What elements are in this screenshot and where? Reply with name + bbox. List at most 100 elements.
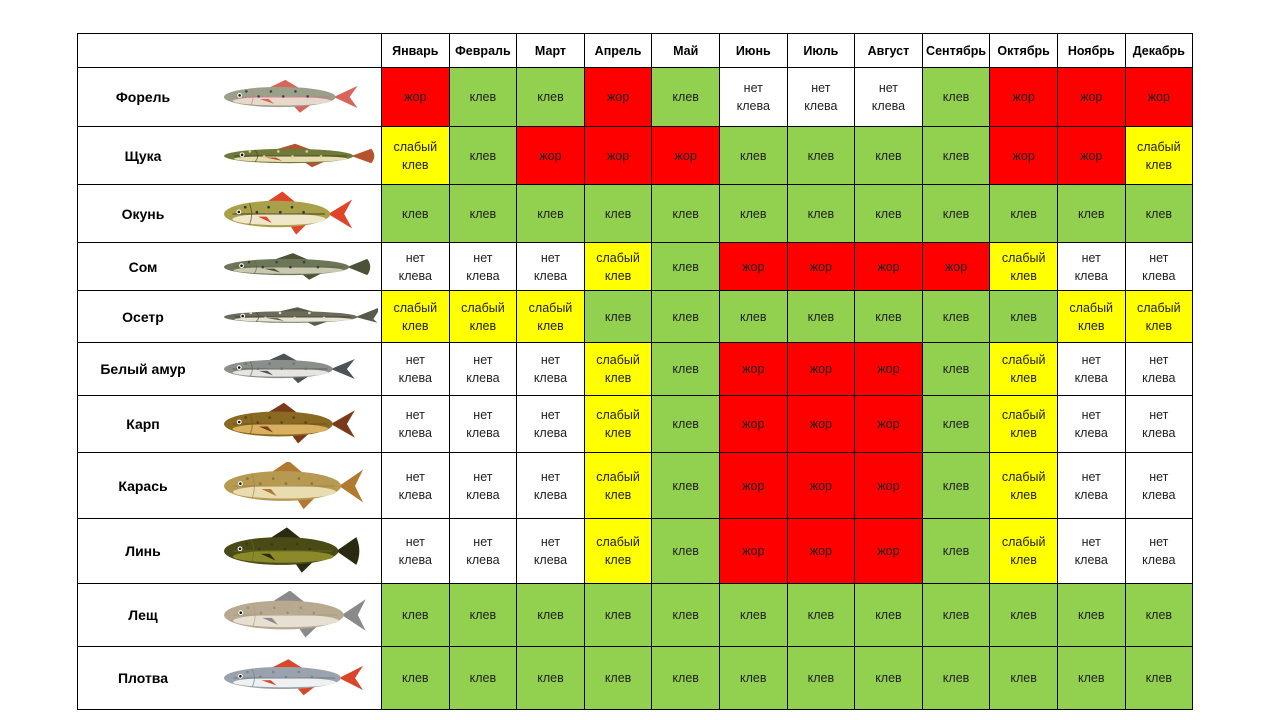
status-cell-weak: слабый клев bbox=[989, 518, 1058, 584]
status-label: слабый клев bbox=[393, 139, 438, 172]
status-label: слабый клев bbox=[1001, 353, 1046, 385]
sturgeon-icon bbox=[212, 293, 378, 341]
status-label: жор bbox=[809, 417, 832, 431]
status-label: нет клева bbox=[533, 353, 568, 385]
status-cell-none: нет клева bbox=[448, 342, 518, 396]
status-label: нет клева bbox=[466, 535, 500, 567]
status-label: жор bbox=[1012, 90, 1035, 104]
fish-cell: Белый амур bbox=[77, 342, 382, 396]
grass-carp-icon bbox=[212, 345, 378, 393]
status-label: жор bbox=[404, 90, 427, 104]
status-label: клев bbox=[875, 309, 902, 324]
month-header: Май bbox=[651, 33, 720, 68]
status-label: нет клева bbox=[533, 535, 568, 567]
status-label: клев bbox=[1077, 671, 1105, 685]
status-label: слабый клев bbox=[528, 300, 573, 333]
fish-name: Карп bbox=[126, 416, 160, 432]
status-cell-bite: клев bbox=[786, 126, 856, 185]
status-cell-bite: клев bbox=[786, 290, 856, 343]
status-label: жор bbox=[809, 259, 832, 274]
corner-cell bbox=[77, 33, 382, 68]
status-label: клев bbox=[1077, 206, 1105, 221]
catfish-icon bbox=[212, 243, 378, 291]
month-header: Апрель bbox=[583, 33, 653, 68]
status-label: клев bbox=[1145, 608, 1173, 622]
status-label: слабый клев bbox=[596, 250, 640, 283]
table-row: Щука слабый клев клев жор жор жор клев клев кле… bbox=[77, 126, 1194, 185]
status-cell-bite: клев bbox=[1056, 184, 1126, 243]
status-label: жор bbox=[809, 544, 832, 558]
status-cell-weak: слабый клев bbox=[1056, 290, 1126, 343]
status-cell-bite: клев bbox=[989, 646, 1058, 710]
status-cell-none: нет клева bbox=[1124, 395, 1194, 453]
month-header: Декабрь bbox=[1124, 33, 1194, 68]
status-cell-bite: клев bbox=[989, 583, 1058, 647]
status-label: жор bbox=[877, 478, 900, 493]
status-label: клев bbox=[1010, 671, 1037, 685]
status-cell-none: нет клева bbox=[1124, 518, 1194, 584]
table-row: Линь нет клева нет клева нет клева слабый к… bbox=[77, 518, 1194, 584]
status-cell-none: нет клева bbox=[1056, 395, 1126, 453]
status-cell-bite: клев bbox=[786, 184, 856, 243]
status-label: слабый клев bbox=[596, 353, 640, 385]
status-label: клев bbox=[942, 478, 970, 493]
status-cell-bite: клев bbox=[921, 518, 991, 584]
status-cell-none: нет клева bbox=[854, 67, 923, 127]
fish-cell: Карп bbox=[77, 395, 382, 453]
month-header: Февраль bbox=[448, 33, 518, 68]
status-label: нет клева bbox=[1074, 408, 1108, 440]
status-cell-bite: клев bbox=[921, 452, 991, 519]
status-cell-weak: слабый клев bbox=[989, 242, 1058, 291]
status-label: клев bbox=[537, 671, 564, 685]
status-label: нет клева bbox=[1142, 469, 1176, 502]
status-cell-bite: клев bbox=[583, 583, 653, 647]
status-label: клев bbox=[672, 362, 699, 376]
fishing-calendar-table: Январь Февраль Март Апрель Май Июнь Июль Август… bbox=[77, 33, 1194, 710]
status-cell-none: нет клева bbox=[516, 342, 585, 396]
status-cell-none: нет клева bbox=[1124, 452, 1194, 519]
status-label: нет клева bbox=[398, 408, 432, 440]
status-label: клев bbox=[604, 608, 632, 622]
month-header: Июнь bbox=[718, 33, 788, 68]
status-cell-bite: клев bbox=[718, 583, 788, 647]
status-label: клев bbox=[807, 309, 835, 324]
fish-name: Сом bbox=[128, 258, 158, 275]
status-cell-bite: клев bbox=[921, 583, 991, 647]
status-label: клев bbox=[1145, 206, 1173, 221]
bream-icon bbox=[212, 591, 378, 639]
status-cell-bite: клев bbox=[651, 290, 720, 343]
status-cell-weak: слабый клев bbox=[516, 290, 585, 343]
status-label: клев bbox=[942, 362, 970, 376]
status-label: клев bbox=[672, 608, 699, 622]
status-label: слабый клев bbox=[393, 300, 438, 333]
status-cell-bite: клев bbox=[921, 395, 991, 453]
status-cell-bite: клев bbox=[854, 126, 923, 185]
status-label: слабый клев bbox=[1137, 300, 1181, 333]
month-header: Июль bbox=[786, 33, 856, 68]
status-label: клев bbox=[469, 90, 497, 104]
status-cell-bite: клев bbox=[651, 242, 720, 291]
status-cell-none: нет клева bbox=[381, 452, 450, 519]
status-label: клев bbox=[942, 90, 970, 104]
status-label: клев bbox=[537, 206, 564, 221]
carp-icon bbox=[212, 400, 378, 448]
status-cell-bite: клев bbox=[583, 290, 653, 343]
status-cell-bite: клев bbox=[448, 126, 518, 185]
status-cell-bite: клев bbox=[516, 583, 585, 647]
status-label: клев bbox=[1010, 608, 1037, 622]
fish-name: Осетр bbox=[122, 308, 164, 325]
status-cell-feed: жор bbox=[718, 452, 788, 519]
status-cell-none: нет клева bbox=[718, 67, 788, 127]
status-cell-bite: клев bbox=[448, 67, 518, 127]
status-label: клев bbox=[740, 671, 767, 685]
status-label: клев bbox=[807, 608, 835, 622]
status-label: жор bbox=[944, 259, 968, 274]
fish-cell: Щука bbox=[77, 126, 382, 185]
status-label: клев bbox=[469, 608, 497, 622]
status-label: клев bbox=[942, 309, 970, 324]
status-label: жор bbox=[1080, 90, 1103, 104]
status-cell-bite: клев bbox=[1056, 646, 1126, 710]
status-label: клев bbox=[875, 608, 902, 622]
table-row: Карась нет клева нет клева нет клева слабый… bbox=[77, 452, 1194, 519]
status-label: нет клева bbox=[1142, 250, 1176, 283]
